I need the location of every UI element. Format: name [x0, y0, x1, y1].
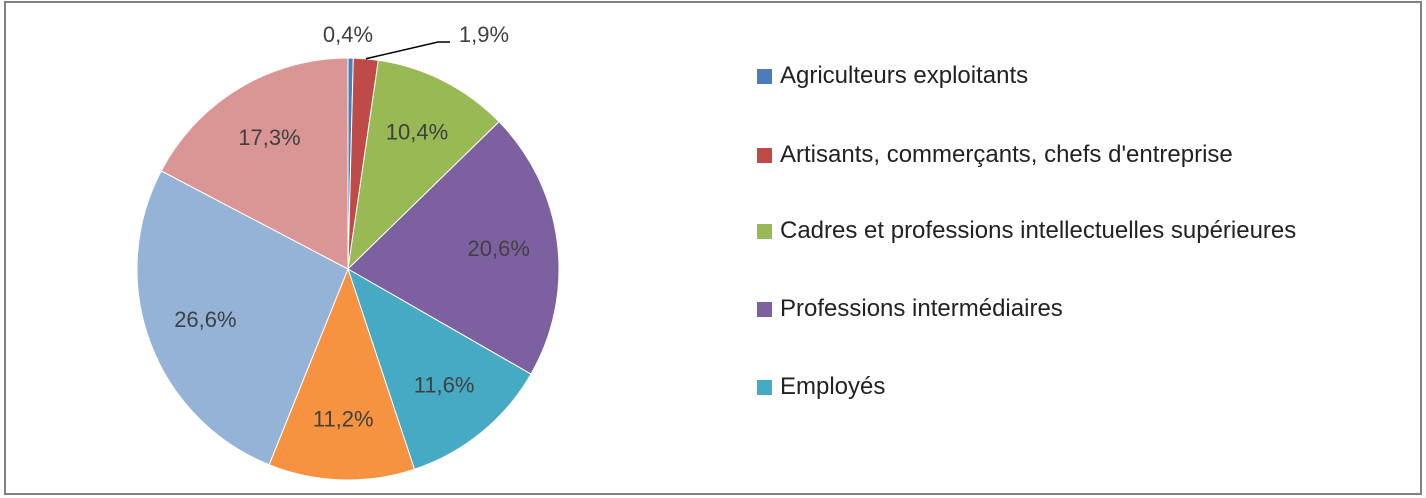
- pie-slice: [347, 267, 532, 470]
- legend-swatch: [757, 224, 772, 239]
- pie-slice: [347, 120, 560, 375]
- leader-line: [365, 41, 450, 60]
- legend-swatch: [757, 148, 772, 163]
- data-label: 17,3%: [238, 125, 300, 150]
- data-label: 1,9%: [459, 22, 509, 47]
- data-label: 11,2%: [313, 407, 374, 432]
- data-label: 0,4%: [323, 22, 373, 47]
- legend-label: Artisants, commerçants, chefs d'entrepri…: [780, 141, 1233, 168]
- legend-swatch: [757, 380, 772, 395]
- legend-label: Agriculteurs exploitants: [780, 62, 1029, 89]
- legend-swatch: [757, 302, 772, 317]
- data-label: 20,6%: [468, 236, 530, 261]
- legend-swatch: [757, 69, 772, 84]
- pie-slice: [160, 57, 349, 270]
- pie-slice: [136, 170, 349, 466]
- legend-label: Cadres et professions intellectuelles su…: [780, 217, 1297, 244]
- legend-label: Professions intermédiaires: [780, 295, 1063, 322]
- pie-slice: [347, 59, 500, 271]
- data-label: 11,6%: [414, 372, 475, 397]
- data-label: 10,4%: [386, 119, 448, 144]
- data-label: 26,6%: [174, 307, 236, 332]
- legend-label: Employés: [780, 373, 886, 400]
- pie-slice: [268, 267, 416, 481]
